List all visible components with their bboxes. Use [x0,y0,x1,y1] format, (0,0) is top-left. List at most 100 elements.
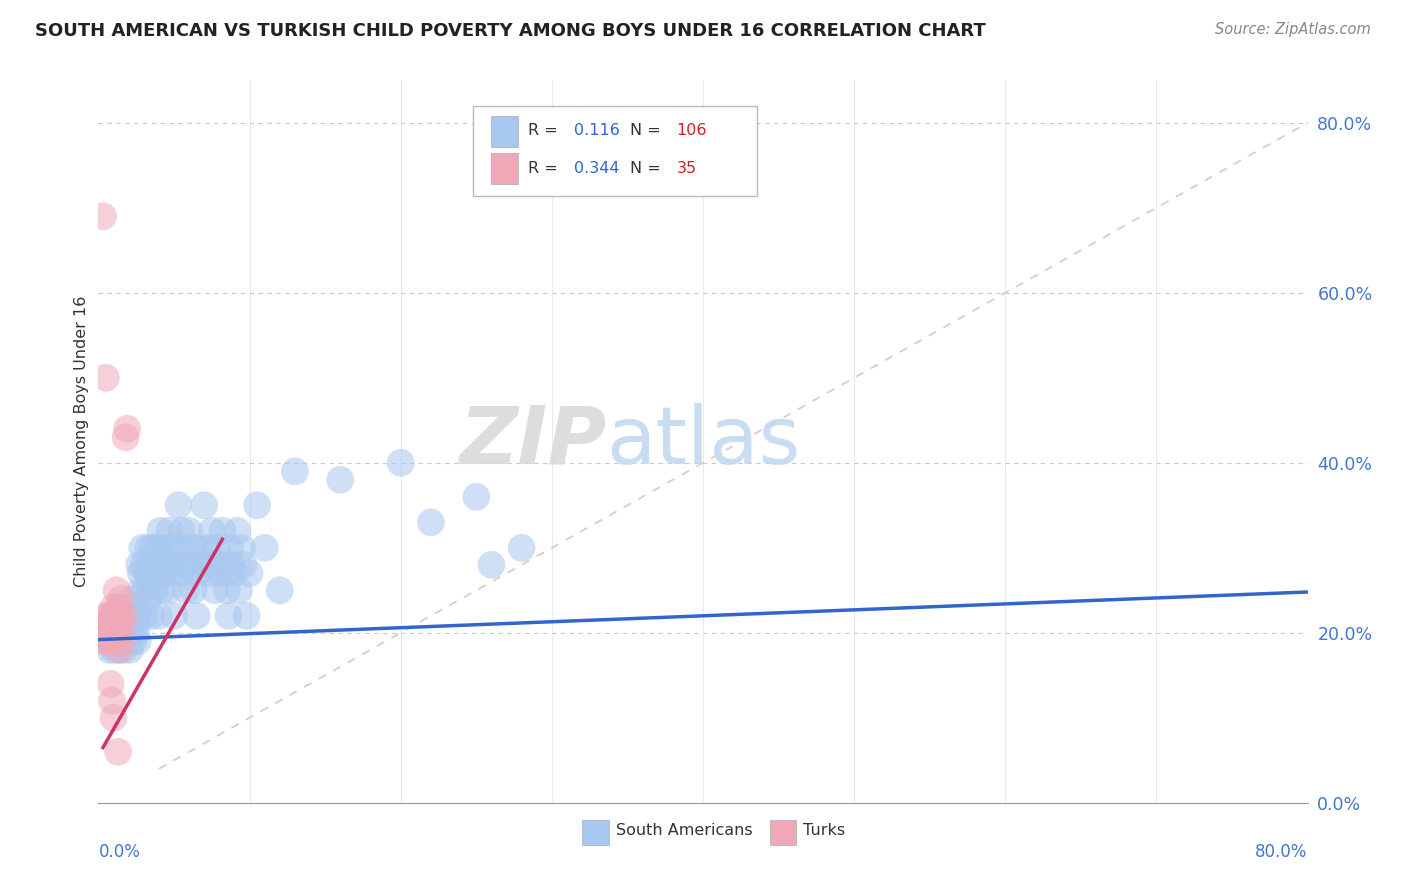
Point [510,541,533,555]
Point [111,617,134,632]
Point [167,498,190,512]
Point [153,541,176,555]
Point [148,608,170,623]
Point [235,608,257,623]
Point [107,608,129,623]
Point [148,558,170,572]
Point [125,617,148,632]
Text: 80.0%: 80.0% [1256,843,1308,861]
Point [107,625,129,640]
Point [201,558,224,572]
Point [195,541,218,555]
Point [205,541,228,555]
Point [141,608,163,623]
Text: Turks: Turks [803,823,845,838]
Point [224,566,246,581]
Point [122,634,145,648]
Point [112,608,135,623]
Point [115,422,138,436]
Point [136,591,159,606]
Text: R =: R = [527,161,562,176]
Point [159,524,181,538]
Point [136,541,159,555]
Point [94,625,117,640]
Point [114,430,136,444]
Text: 35: 35 [676,161,696,176]
Point [221,558,243,572]
Point [150,583,173,598]
Point [231,541,253,555]
Point [155,558,177,572]
Point [139,574,162,589]
Point [420,516,443,530]
Point [98,625,121,640]
Point [114,617,136,632]
Point [103,617,125,632]
Point [94,608,117,623]
Point [114,625,136,640]
Text: 0.344: 0.344 [574,161,619,176]
Text: 0.116: 0.116 [574,123,620,138]
FancyBboxPatch shape [769,821,796,845]
Point [115,634,138,648]
Point [120,608,142,623]
Point [94,371,117,385]
Point [127,608,149,623]
Point [135,566,157,581]
Point [134,583,156,598]
Point [103,711,125,725]
Point [389,456,412,470]
Point [174,583,197,598]
Point [104,608,127,623]
Point [96,634,118,648]
Point [179,524,201,538]
Point [143,583,166,598]
Point [124,591,146,606]
Text: Source: ZipAtlas.com: Source: ZipAtlas.com [1215,22,1371,37]
FancyBboxPatch shape [582,821,609,845]
Text: N =: N = [630,123,666,138]
Point [228,583,250,598]
Point [94,634,117,648]
Point [129,566,152,581]
Point [112,642,135,657]
Point [329,473,352,487]
Point [105,634,128,648]
Point [145,566,167,581]
Point [111,634,134,648]
Point [465,490,488,504]
Point [253,541,276,555]
Point [211,524,233,538]
Point [232,558,254,572]
Point [96,617,118,632]
FancyBboxPatch shape [492,117,517,147]
Text: atlas: atlas [606,402,800,481]
Point [166,558,188,572]
Point [190,558,212,572]
Point [93,634,115,648]
Point [284,464,307,478]
Point [246,498,269,512]
Point [100,625,122,640]
Text: ZIP: ZIP [458,402,606,481]
Point [118,617,141,632]
Point [188,541,211,555]
Point [127,634,149,648]
Point [149,524,172,538]
Point [110,634,132,648]
Point [91,625,114,640]
Point [112,608,135,623]
Point [91,209,114,223]
Point [100,677,122,691]
Point [181,541,204,555]
Point [100,617,122,632]
Point [204,583,226,598]
Point [150,549,173,564]
Text: N =: N = [630,161,666,176]
Point [120,642,142,657]
Point [239,566,262,581]
Point [98,642,121,657]
Point [104,625,127,640]
Point [104,634,127,648]
Point [111,625,134,640]
